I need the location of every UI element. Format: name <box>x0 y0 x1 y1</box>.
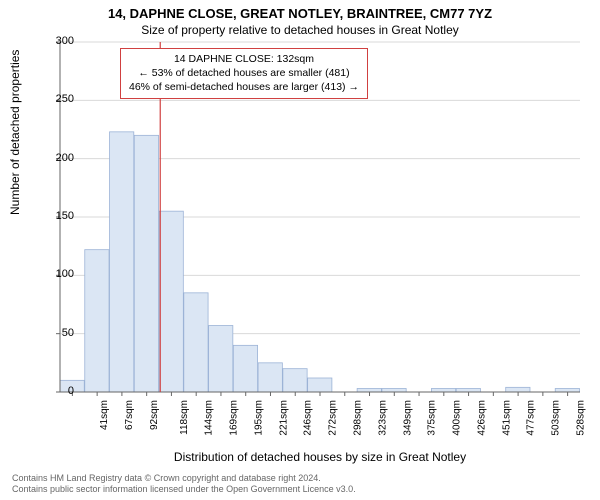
chart-plot-area: 14 DAPHNE CLOSE: 132sqm ← 53% of detache… <box>60 42 580 392</box>
footer-line-1: Contains HM Land Registry data © Crown c… <box>12 473 356 485</box>
x-tick: 426sqm <box>476 400 487 436</box>
y-tick: 0 <box>44 385 74 397</box>
x-tick: 272sqm <box>328 400 339 436</box>
x-tick: 118sqm <box>179 400 190 435</box>
x-tick: 298sqm <box>353 400 364 436</box>
y-axis-label: Number of detached properties <box>8 50 22 215</box>
annotation-line-2: ← 53% of detached houses are smaller (48… <box>129 66 359 80</box>
x-tick: 528sqm <box>575 400 586 436</box>
chart-container: 14, DAPHNE CLOSE, GREAT NOTLEY, BRAINTRE… <box>0 0 600 500</box>
x-tick: 169sqm <box>229 400 240 436</box>
x-tick: 323sqm <box>377 400 388 436</box>
x-tick: 67sqm <box>124 400 135 430</box>
x-tick: 144sqm <box>204 400 215 436</box>
x-tick: 246sqm <box>303 400 314 436</box>
y-tick: 100 <box>44 268 74 280</box>
annotation-line-1: 14 DAPHNE CLOSE: 132sqm <box>129 52 359 66</box>
footer-attribution: Contains HM Land Registry data © Crown c… <box>12 473 356 496</box>
y-tick: 50 <box>44 327 74 339</box>
x-axis-label: Distribution of detached houses by size … <box>60 450 580 464</box>
annotation-callout: 14 DAPHNE CLOSE: 132sqm ← 53% of detache… <box>120 48 368 99</box>
footer-line-2: Contains public sector information licen… <box>12 484 356 496</box>
annotation-line-3: 46% of semi-detached houses are larger (… <box>129 80 359 94</box>
y-tick: 200 <box>44 152 74 164</box>
x-tick: 375sqm <box>427 400 438 436</box>
x-tick: 92sqm <box>149 400 160 430</box>
chart-title-address: 14, DAPHNE CLOSE, GREAT NOTLEY, BRAINTRE… <box>0 0 600 21</box>
x-tick: 477sqm <box>526 400 537 436</box>
x-tick: 349sqm <box>402 400 413 436</box>
x-tick: 503sqm <box>551 400 562 436</box>
y-tick: 300 <box>44 35 74 47</box>
x-tick: 41sqm <box>99 400 110 430</box>
x-tick: 221sqm <box>278 400 289 436</box>
x-tick: 195sqm <box>254 400 265 436</box>
y-tick: 250 <box>44 93 74 105</box>
x-tick: 400sqm <box>452 400 463 436</box>
chart-subtitle: Size of property relative to detached ho… <box>0 21 600 37</box>
y-tick: 150 <box>44 210 74 222</box>
x-tick: 451sqm <box>501 400 512 436</box>
